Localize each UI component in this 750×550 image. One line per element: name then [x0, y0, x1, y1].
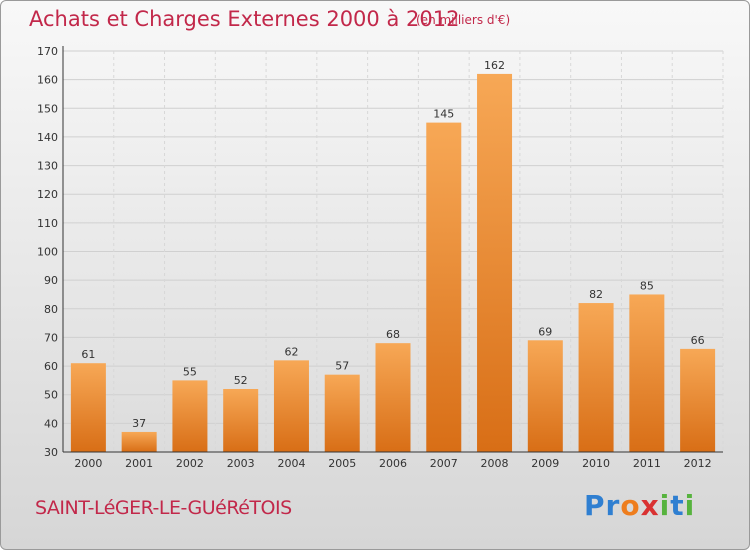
x-tick-label: 2009: [531, 457, 559, 470]
x-tick-label: 2001: [125, 457, 153, 470]
logo-letter: x: [640, 489, 660, 522]
bars: [70, 73, 716, 453]
bar: [578, 303, 614, 452]
y-tick-label: 110: [37, 217, 58, 230]
x-tick-label: 2000: [74, 457, 102, 470]
logo-letter: i: [659, 489, 671, 522]
data-label: 37: [132, 417, 146, 430]
axes: [62, 46, 723, 453]
bar: [121, 431, 157, 452]
x-tick-label: 2012: [684, 457, 712, 470]
bar: [172, 380, 208, 452]
logo-letter: P: [584, 489, 606, 522]
data-label: 69: [538, 325, 552, 338]
logo-letter: i: [684, 489, 696, 522]
y-tick-label: 70: [44, 331, 58, 344]
y-tick-label: 170: [37, 45, 58, 58]
bar: [477, 73, 513, 453]
y-tick-label: 120: [37, 188, 58, 201]
logo-letter: t: [670, 489, 685, 522]
data-label: 162: [484, 59, 505, 72]
labels: 30 40 50 60 70 80 90 100 110 120 130 140 150 160 170 20…: [37, 45, 712, 470]
logo-letter: o: [620, 489, 641, 522]
y-tick-label: 100: [37, 246, 58, 259]
x-tick-label: 2008: [481, 457, 509, 470]
chart-title: Achats et Charges Externes 2000 à 2012: [29, 7, 460, 31]
y-tick-label: 150: [37, 102, 58, 115]
y-tick-label: 50: [44, 389, 58, 402]
y-tick-label: 80: [44, 303, 58, 316]
x-tick-label: 2005: [328, 457, 356, 470]
x-tick-label: 2003: [227, 457, 255, 470]
logo-letter: r: [605, 489, 621, 522]
bar: [273, 360, 309, 452]
x-tick-label: 2007: [430, 457, 458, 470]
y-tick-label: 130: [37, 160, 58, 173]
bar: [426, 122, 462, 452]
x-tick-label: 2011: [633, 457, 661, 470]
proxiti-logo: Proxiti: [584, 489, 695, 522]
bar: [70, 363, 106, 452]
x-tick-label: 2004: [277, 457, 305, 470]
bar: [680, 348, 716, 452]
bar: [527, 340, 563, 452]
x-tick-label: 2002: [176, 457, 204, 470]
location-name: SAINT-LéGER-LE-GUéRéTOIS: [35, 497, 292, 519]
data-label: 62: [284, 345, 298, 358]
data-label: 57: [335, 360, 349, 373]
data-label: 66: [691, 334, 705, 347]
y-tick-label: 90: [44, 274, 58, 287]
data-label: 55: [183, 365, 197, 378]
y-tick-label: 60: [44, 360, 58, 373]
x-tick-label: 2010: [582, 457, 610, 470]
data-label: 82: [589, 288, 603, 301]
chart-subtitle: (en milliers d'€): [416, 13, 511, 27]
bar: [223, 388, 259, 452]
data-label: 68: [386, 328, 400, 341]
bar: [375, 343, 411, 452]
bar: [629, 294, 665, 452]
data-label: 85: [640, 279, 654, 292]
y-tick-label: 30: [44, 446, 58, 459]
data-label: 52: [234, 374, 248, 387]
x-tick-label: 2006: [379, 457, 407, 470]
y-tick-label: 160: [37, 74, 58, 87]
data-label: 61: [81, 348, 95, 361]
y-tick-label: 140: [37, 131, 58, 144]
bar: [324, 374, 360, 452]
data-label: 145: [433, 108, 454, 121]
y-tick-label: 40: [44, 417, 58, 430]
